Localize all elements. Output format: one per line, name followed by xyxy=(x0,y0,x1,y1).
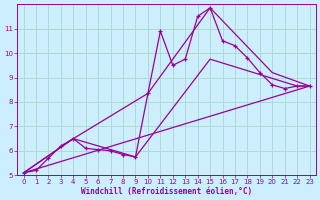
X-axis label: Windchill (Refroidissement éolien,°C): Windchill (Refroidissement éolien,°C) xyxy=(81,187,252,196)
